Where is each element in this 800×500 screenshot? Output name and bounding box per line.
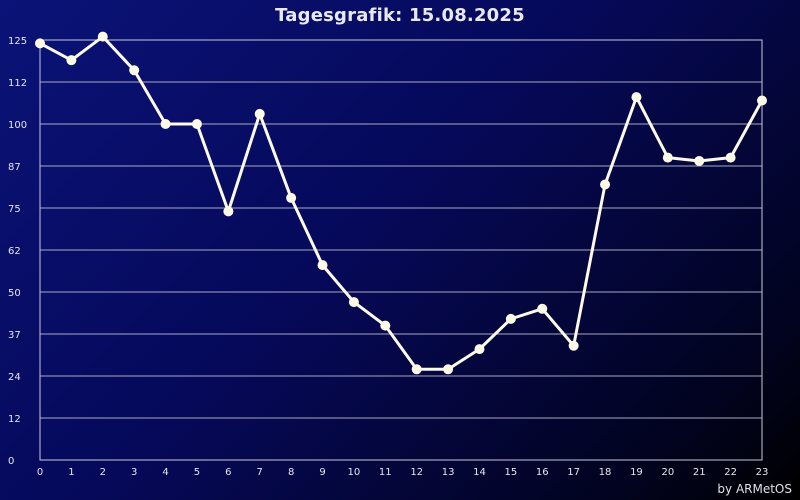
data-point — [129, 65, 140, 76]
plot-frame — [39, 39, 763, 461]
x-tick-label: 5 — [194, 467, 200, 478]
data-point — [223, 206, 234, 217]
data-point — [160, 119, 171, 129]
x-tick-label: 13 — [442, 467, 455, 478]
data-point — [191, 119, 202, 129]
x-tick-label: 21 — [693, 467, 706, 478]
y-tick-label: 125 — [8, 36, 27, 47]
x-tick-label: 1 — [68, 467, 74, 478]
data-point — [411, 364, 422, 375]
x-tick-label: 23 — [756, 467, 769, 478]
data-point — [35, 38, 45, 49]
data-point — [254, 108, 265, 119]
x-tick-label: 18 — [599, 467, 612, 478]
x-tick-label: 6 — [225, 467, 231, 478]
x-tick-label: 11 — [379, 467, 392, 478]
data-point — [631, 92, 642, 103]
data-point — [380, 320, 391, 331]
data-point — [97, 31, 108, 42]
data-point — [662, 152, 673, 163]
data-point — [443, 364, 454, 375]
y-tick-label: 75 — [8, 204, 21, 215]
x-tick-label: 3 — [131, 467, 137, 478]
data-point — [568, 340, 579, 351]
data-point — [66, 55, 77, 66]
data-point — [600, 179, 611, 190]
x-tick-label: 17 — [567, 467, 580, 478]
data-point — [348, 297, 359, 308]
x-tick-label: 14 — [473, 467, 486, 478]
x-tick-label: 0 — [37, 467, 43, 478]
data-point — [694, 155, 705, 166]
x-axis-ticks: 0 1 2 3 4 5 6 7 8 9 10 11 12 13 14 15 16 17 18 19 20 21 22 23 — [37, 467, 769, 478]
x-tick-label: 12 — [410, 467, 423, 478]
x-tick-label: 7 — [257, 467, 263, 478]
credit-label: by ARMetOS — [717, 482, 792, 496]
grid-lines — [40, 81, 762, 419]
x-tick-label: 9 — [319, 467, 325, 478]
x-tick-label: 22 — [724, 467, 737, 478]
data-point — [474, 344, 485, 355]
series-line — [38, 35, 764, 371]
y-tick-label: 24 — [8, 372, 21, 383]
x-tick-label: 19 — [630, 467, 643, 478]
y-tick-label: 0 — [8, 456, 14, 467]
x-tick-label: 2 — [100, 467, 106, 478]
series-layer — [35, 31, 767, 375]
data-point — [317, 260, 328, 271]
x-tick-label: 4 — [162, 467, 168, 478]
y-tick-label: 100 — [8, 120, 27, 131]
x-tick-label: 15 — [505, 467, 518, 478]
x-tick-label: 10 — [348, 467, 361, 478]
data-point — [537, 303, 548, 314]
y-tick-label: 37 — [8, 330, 21, 341]
x-tick-label: 16 — [536, 467, 549, 478]
y-tick-label: 87 — [8, 162, 21, 173]
data-point — [757, 95, 767, 106]
data-point — [286, 192, 297, 203]
data-point — [505, 313, 516, 324]
chart-title: Tagesgrafik: 15.08.2025 — [275, 5, 525, 26]
y-tick-label: 62 — [8, 246, 21, 257]
y-tick-label: 112 — [8, 78, 27, 89]
y-tick-label: 12 — [8, 414, 21, 425]
x-tick-label: 20 — [661, 467, 674, 478]
y-axis-ticks: 0 12 24 37 50 62 75 87 100 112 125 — [8, 36, 27, 467]
y-tick-label: 50 — [8, 288, 21, 299]
data-point — [725, 152, 736, 163]
x-tick-label: 8 — [288, 467, 294, 478]
